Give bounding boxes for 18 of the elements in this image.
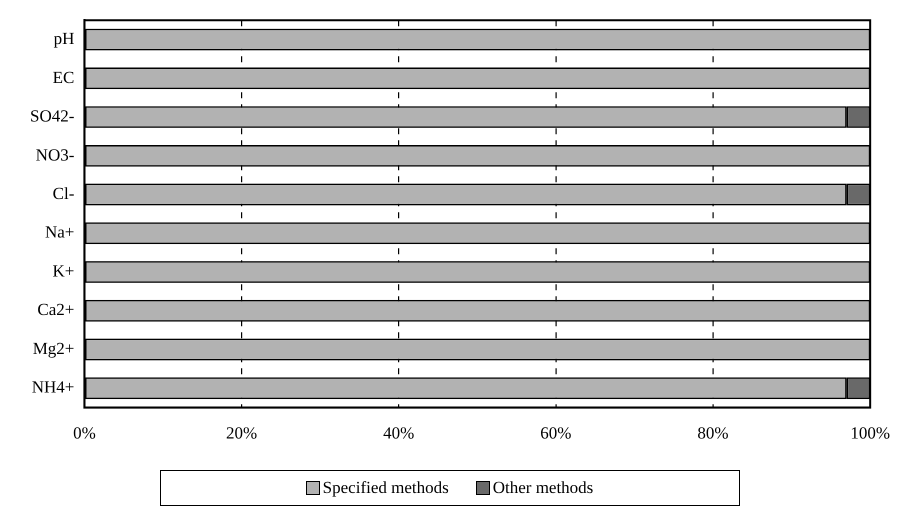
y-tick-label: K+ [52, 261, 74, 280]
x-tick-label: 40% [383, 423, 414, 442]
x-tick-label: 60% [540, 423, 572, 442]
y-tick-label: pH [54, 29, 74, 48]
y-tick-label: Cl- [52, 184, 75, 203]
y-tick-label: SO42- [30, 106, 75, 126]
legend-label: Other methods [492, 478, 594, 498]
y-tick-label: Mg2+ [32, 338, 74, 358]
y-tick-label: NH4+ [32, 378, 74, 397]
y-tick-label: NO3- [36, 145, 75, 164]
y-tick-label: Na+ [44, 222, 74, 242]
x-tick-label: 80% [697, 423, 729, 442]
x-tick-label: 20% [226, 423, 258, 442]
y-tick-label: EC [52, 68, 74, 87]
x-tick-label: 100% [850, 423, 890, 442]
x-tick-label: 0% [73, 423, 96, 442]
y-tick-label: Ca2+ [37, 300, 74, 320]
legend-label: Specified methods [322, 478, 449, 498]
